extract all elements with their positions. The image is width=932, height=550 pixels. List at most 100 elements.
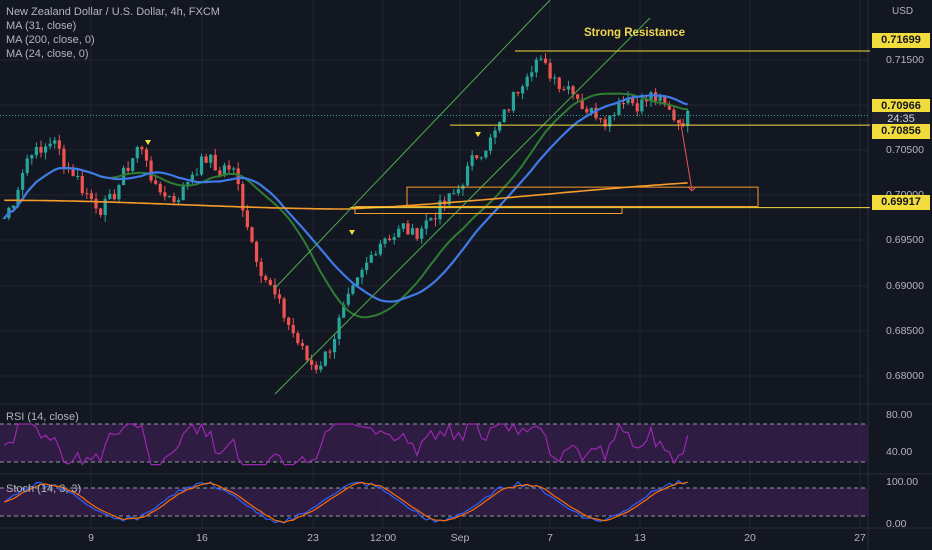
- candle-body: [498, 122, 502, 131]
- candle-body: [580, 98, 584, 109]
- candle-body: [319, 365, 323, 370]
- candle-body: [53, 140, 57, 144]
- candle-body: [268, 280, 272, 285]
- candle-body: [557, 77, 561, 90]
- candle-body: [401, 223, 405, 229]
- candle-body: [374, 254, 378, 256]
- candle-body: [296, 333, 300, 344]
- candle-body: [195, 174, 199, 176]
- candle-body: [34, 147, 39, 156]
- candle-body: [594, 107, 598, 119]
- channel-line-upper: [274, 0, 551, 289]
- candle-body: [543, 58, 548, 63]
- candle-body: [144, 149, 149, 161]
- candle-body: [585, 108, 589, 113]
- candle-body: [2, 218, 6, 220]
- candle-body: [259, 261, 263, 277]
- candle-body: [534, 59, 538, 73]
- rsi-line: [3, 422, 689, 466]
- signal-marker-2: [475, 132, 481, 137]
- candle-body: [117, 185, 121, 200]
- demand-zone-lower: [354, 205, 623, 214]
- candle-body: [323, 351, 327, 366]
- candle-body: [346, 293, 350, 305]
- resistance-price-tag: 0.71699: [872, 33, 930, 48]
- candle-body: [571, 86, 575, 95]
- candle-body: [287, 317, 291, 326]
- candle-body: [452, 193, 456, 195]
- candle-body: [488, 137, 493, 151]
- y-tick-2: 0.70500: [886, 144, 924, 156]
- candle-body: [108, 193, 112, 199]
- candle-body: [273, 284, 277, 295]
- candle-body: [291, 325, 295, 334]
- candle-body: [530, 72, 534, 77]
- candle-body: [548, 62, 552, 79]
- ma200-label: MA (200, close, 0): [6, 34, 95, 46]
- candle-body: [520, 86, 525, 94]
- candle-body: [181, 184, 185, 201]
- candle-body: [241, 184, 245, 211]
- candle-body: [686, 110, 690, 126]
- candle-body: [479, 157, 483, 159]
- ma31-line: [3, 94, 689, 303]
- candle-body: [438, 200, 442, 220]
- x-tick-9: 9: [88, 532, 94, 544]
- candle-body: [204, 156, 208, 163]
- candle-body: [140, 147, 144, 150]
- candle-body: [71, 167, 75, 176]
- candle-body: [392, 237, 396, 240]
- currency-label[interactable]: USD: [892, 6, 914, 17]
- candle-body: [397, 228, 401, 238]
- candle-body: [511, 92, 516, 111]
- y-tick-6: 0.68500: [886, 325, 924, 337]
- chart-title: New Zealand Dollar / U.S. Dollar, 4h, FX…: [6, 6, 220, 18]
- candle-body: [456, 189, 460, 194]
- candle-body: [342, 304, 346, 318]
- candle-body: [475, 155, 479, 159]
- projection-arrowhead: [687, 186, 697, 192]
- candle-body: [337, 317, 341, 340]
- candle-body: [681, 123, 685, 126]
- candle-body: [676, 120, 681, 124]
- candle-body: [493, 130, 497, 138]
- candle-body: [365, 262, 369, 271]
- candle-body: [62, 148, 66, 167]
- candle-body: [48, 143, 52, 147]
- countdown-tag: 24:35: [872, 112, 930, 127]
- candle-body: [43, 146, 48, 153]
- ma24-label: MA (24, close, 0): [6, 48, 89, 60]
- candle-body: [158, 183, 162, 193]
- x-tick-1200: 12:00: [369, 532, 397, 544]
- candle-body: [383, 238, 387, 244]
- candle-body: [672, 109, 676, 121]
- candle-body: [218, 170, 222, 176]
- candle-body: [176, 200, 181, 202]
- candle-body: [351, 285, 355, 294]
- candle-body: [11, 205, 16, 208]
- candle-body: [484, 150, 488, 158]
- chart-legend: New Zealand Dollar / U.S. Dollar, 4h, FX…: [6, 5, 220, 61]
- candle-body: [186, 182, 190, 185]
- y-tick-5: 0.69000: [886, 280, 924, 292]
- rsi-band: [0, 424, 868, 462]
- stoch-d-line: [4, 481, 688, 524]
- candle-body: [562, 89, 566, 91]
- candle-body: [232, 168, 236, 170]
- candle-body: [25, 158, 29, 174]
- candle-body: [332, 339, 337, 353]
- candle-body: [163, 192, 167, 197]
- candle-body: [433, 218, 438, 220]
- candle-body: [21, 173, 25, 190]
- candle-body: [131, 158, 135, 171]
- x-tick-13: 13: [634, 532, 646, 544]
- candle-body: [30, 155, 34, 159]
- y-tick-7: 0.68000: [886, 370, 924, 382]
- candle-body: [57, 140, 61, 149]
- candle-body: [608, 115, 612, 127]
- candle-body: [516, 92, 520, 94]
- candle-body: [112, 193, 116, 200]
- candle-body: [99, 208, 103, 215]
